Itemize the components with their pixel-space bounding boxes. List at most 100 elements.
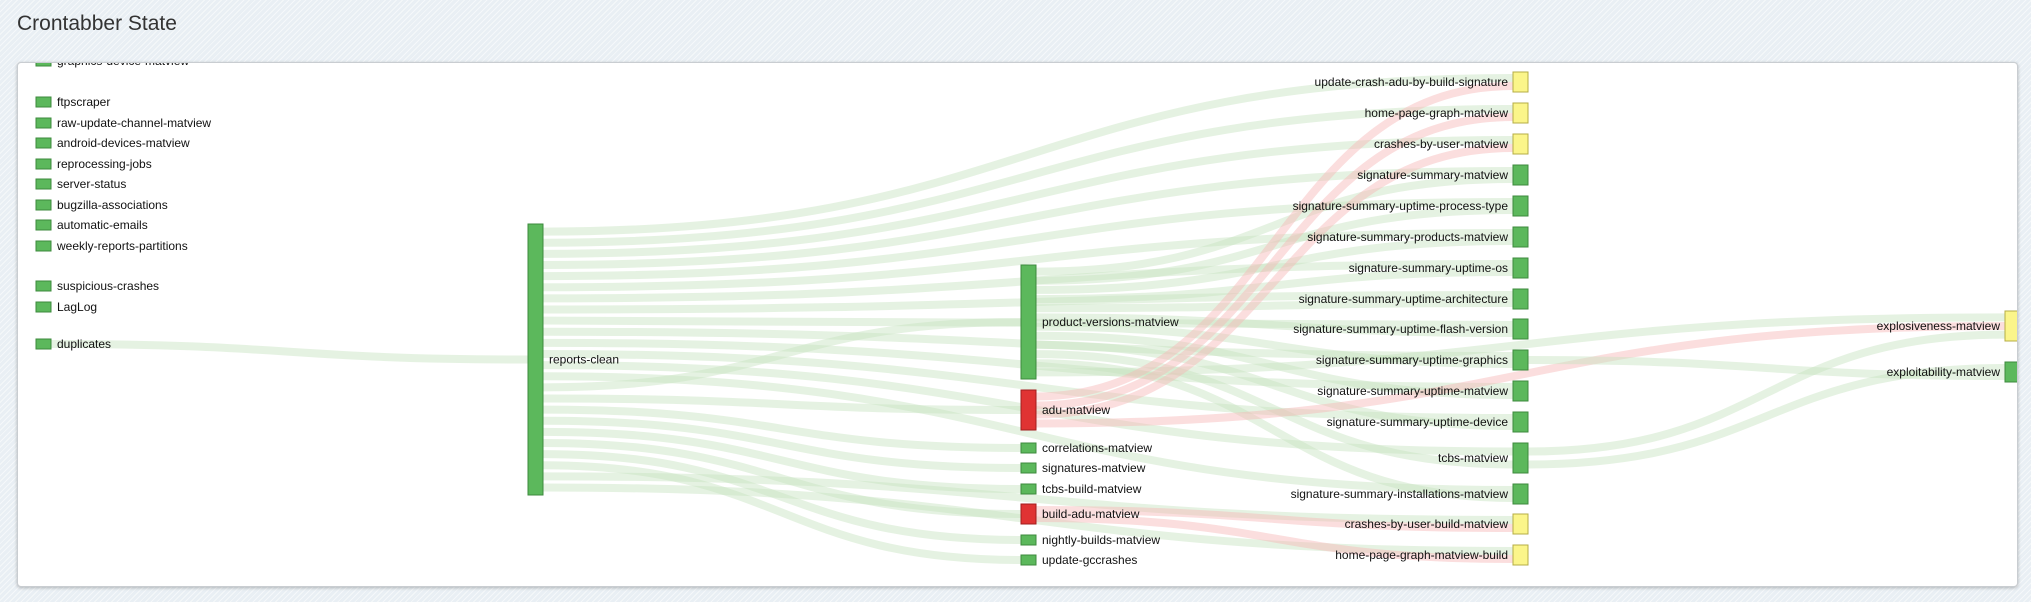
node-bar[interactable] [1020, 264, 1037, 380]
node-suspicious-crashes[interactable]: suspicious-crashes [35, 279, 159, 293]
node-bar[interactable] [2004, 310, 2017, 342]
node-bar[interactable] [35, 158, 52, 170]
node-reprocessing-jobs[interactable]: reprocessing-jobs [35, 157, 152, 171]
link-reports-clean-to-signatures-matview [542, 416, 1022, 472]
link-reports-clean-to-signature-summary-matview [542, 167, 1514, 269]
node-bar[interactable] [2004, 361, 2017, 383]
link-reports-clean-to-signature-summary-installations-matview [542, 372, 1514, 494]
node-android-devices-matview[interactable]: android-devices-matview [35, 136, 190, 150]
node-crashes-by-user-matview[interactable]: crashes-by-user-matview [1374, 133, 1529, 155]
node-signature-summary-matview[interactable]: signature-summary-matview [1357, 164, 1529, 186]
node-bar[interactable] [1020, 534, 1037, 546]
node-home-page-graph-matview-build[interactable]: home-page-graph-matview-build [1335, 544, 1529, 566]
node-signature-summary-uptime-process-type[interactable]: signature-summary-uptime-process-type [1293, 195, 1529, 217]
node-bar[interactable] [1512, 164, 1529, 186]
node-tcbs-build-matview[interactable]: tcbs-build-matview [1020, 482, 1142, 496]
node-bar[interactable] [1512, 513, 1529, 535]
node-bar[interactable] [1512, 380, 1529, 402]
link-product-versions-matview-to-signature-summary-uptime-process-type [1035, 206, 1514, 285]
node-bar[interactable] [1512, 102, 1529, 124]
node-bar[interactable] [1020, 554, 1037, 566]
node-label: weekly-reports-partitions [56, 239, 188, 253]
node-bar[interactable] [1512, 483, 1529, 505]
link-product-versions-matview-to-signature-summary-installations-matview [1035, 359, 1514, 502]
node-tcbs-matview[interactable]: tcbs-matview [1438, 442, 1529, 474]
node-home-page-graph-matview[interactable]: home-page-graph-matview [1365, 102, 1529, 124]
node-bar[interactable] [1512, 195, 1529, 217]
node-signatures-matview[interactable]: signatures-matview [1020, 461, 1146, 475]
node-bar[interactable] [35, 240, 52, 252]
node-label: signature-summary-uptime-graphics [1316, 353, 1508, 367]
node-label: crashes-by-user-matview [1374, 137, 1508, 151]
node-graphics-device-matview[interactable]: graphics-device-matview [35, 63, 189, 68]
node-product-versions-matview[interactable]: product-versions-matview [1020, 264, 1179, 380]
node-bar[interactable] [35, 199, 52, 211]
node-bar[interactable] [35, 178, 52, 190]
node-label: ftpscraper [57, 95, 110, 109]
node-bar[interactable] [1020, 503, 1037, 525]
node-bar[interactable] [1020, 462, 1037, 474]
node-bar[interactable] [35, 117, 52, 129]
node-bugzilla-associations[interactable]: bugzilla-associations [35, 198, 168, 212]
page-title: Crontabber State [17, 12, 177, 35]
node-server-status[interactable]: server-status [35, 177, 126, 191]
node-label: signature-summary-uptime-matview [1317, 384, 1508, 398]
link-adu-matview-to-home-page-graph-matview [1035, 113, 1514, 410]
node-signature-summary-uptime-device[interactable]: signature-summary-uptime-device [1327, 411, 1529, 433]
node-bar[interactable] [1512, 71, 1529, 93]
node-LagLog[interactable]: LagLog [35, 300, 97, 314]
node-bar[interactable] [1512, 226, 1529, 248]
dependency-graph-panel: graphics-device-matview ftpscraper raw-upd… [17, 62, 2018, 587]
node-bar[interactable] [1512, 133, 1529, 155]
node-bar[interactable] [35, 96, 52, 108]
node-bar[interactable] [35, 301, 52, 313]
link-product-versions-matview-to-signature-summary-products-matview [1035, 237, 1514, 294]
node-bar[interactable] [1020, 483, 1037, 495]
node-explosiveness-matview[interactable]: explosiveness-matview [1877, 310, 2017, 342]
node-adu-matview[interactable]: adu-matview [1020, 389, 1110, 431]
node-label: explosiveness-matview [1877, 319, 2001, 333]
node-bar[interactable] [1512, 349, 1529, 371]
node-update-gccrashes[interactable]: update-gccrashes [1020, 553, 1137, 567]
node-bar[interactable] [1020, 442, 1037, 454]
node-bar[interactable] [35, 63, 52, 67]
node-label: suspicious-crashes [57, 279, 159, 293]
node-bar[interactable] [35, 338, 52, 350]
node-signature-summary-uptime-graphics[interactable]: signature-summary-uptime-graphics [1316, 349, 1529, 371]
link-reports-clean-to-crashes-by-user-build-matview [542, 472, 1514, 524]
node-signature-summary-installations-matview[interactable]: signature-summary-installations-matview [1291, 483, 1529, 505]
node-bar[interactable] [1512, 288, 1529, 310]
node-bar[interactable] [1512, 318, 1529, 340]
node-bar[interactable] [527, 223, 544, 496]
link-adu-matview-to-update-crash-adu-by-build-signature [1035, 82, 1514, 401]
node-bar[interactable] [1020, 389, 1037, 431]
node-bar[interactable] [35, 137, 52, 149]
node-label: raw-update-channel-matview [57, 116, 211, 130]
node-signature-summary-uptime-os[interactable]: signature-summary-uptime-os [1349, 257, 1529, 279]
node-bar[interactable] [35, 280, 52, 292]
node-update-crash-adu-by-build-signature[interactable]: update-crash-adu-by-build-signature [1315, 71, 1529, 93]
node-weekly-reports-partitions[interactable]: weekly-reports-partitions [35, 239, 188, 253]
node-signature-summary-uptime-architecture[interactable]: signature-summary-uptime-architecture [1299, 288, 1529, 310]
node-exploitability-matview[interactable]: exploitability-matview [1887, 361, 2017, 383]
node-signature-summary-uptime-flash-version[interactable]: signature-summary-uptime-flash-version [1293, 318, 1529, 340]
node-signature-summary-products-matview[interactable]: signature-summary-products-matview [1307, 226, 1529, 248]
node-bar[interactable] [1512, 442, 1529, 474]
node-duplicates[interactable]: duplicates [35, 337, 111, 351]
node-label: signature-summary-uptime-flash-version [1293, 322, 1508, 336]
node-ftpscraper[interactable]: ftpscraper [35, 95, 110, 109]
node-bar[interactable] [1512, 411, 1529, 433]
node-bar[interactable] [1512, 257, 1529, 279]
node-correlations-matview[interactable]: correlations-matview [1020, 441, 1152, 455]
node-nightly-builds-matview[interactable]: nightly-builds-matview [1020, 533, 1160, 547]
link-build-adu-matview-to-home-page-graph-matview-build [1035, 514, 1514, 563]
node-build-adu-matview[interactable]: build-adu-matview [1020, 503, 1140, 525]
node-raw-update-channel-matview[interactable]: raw-update-channel-matview [35, 116, 211, 130]
node-reports-clean[interactable]: reports-clean [527, 223, 619, 496]
node-automatic-emails[interactable]: automatic-emails [35, 218, 148, 232]
node-bar[interactable] [35, 219, 52, 231]
node-label: android-devices-matview [57, 136, 190, 150]
node-bar[interactable] [1512, 544, 1529, 566]
node-crashes-by-user-build-matview[interactable]: crashes-by-user-build-matview [1345, 513, 1529, 535]
node-signature-summary-uptime-matview[interactable]: signature-summary-uptime-matview [1317, 380, 1529, 402]
